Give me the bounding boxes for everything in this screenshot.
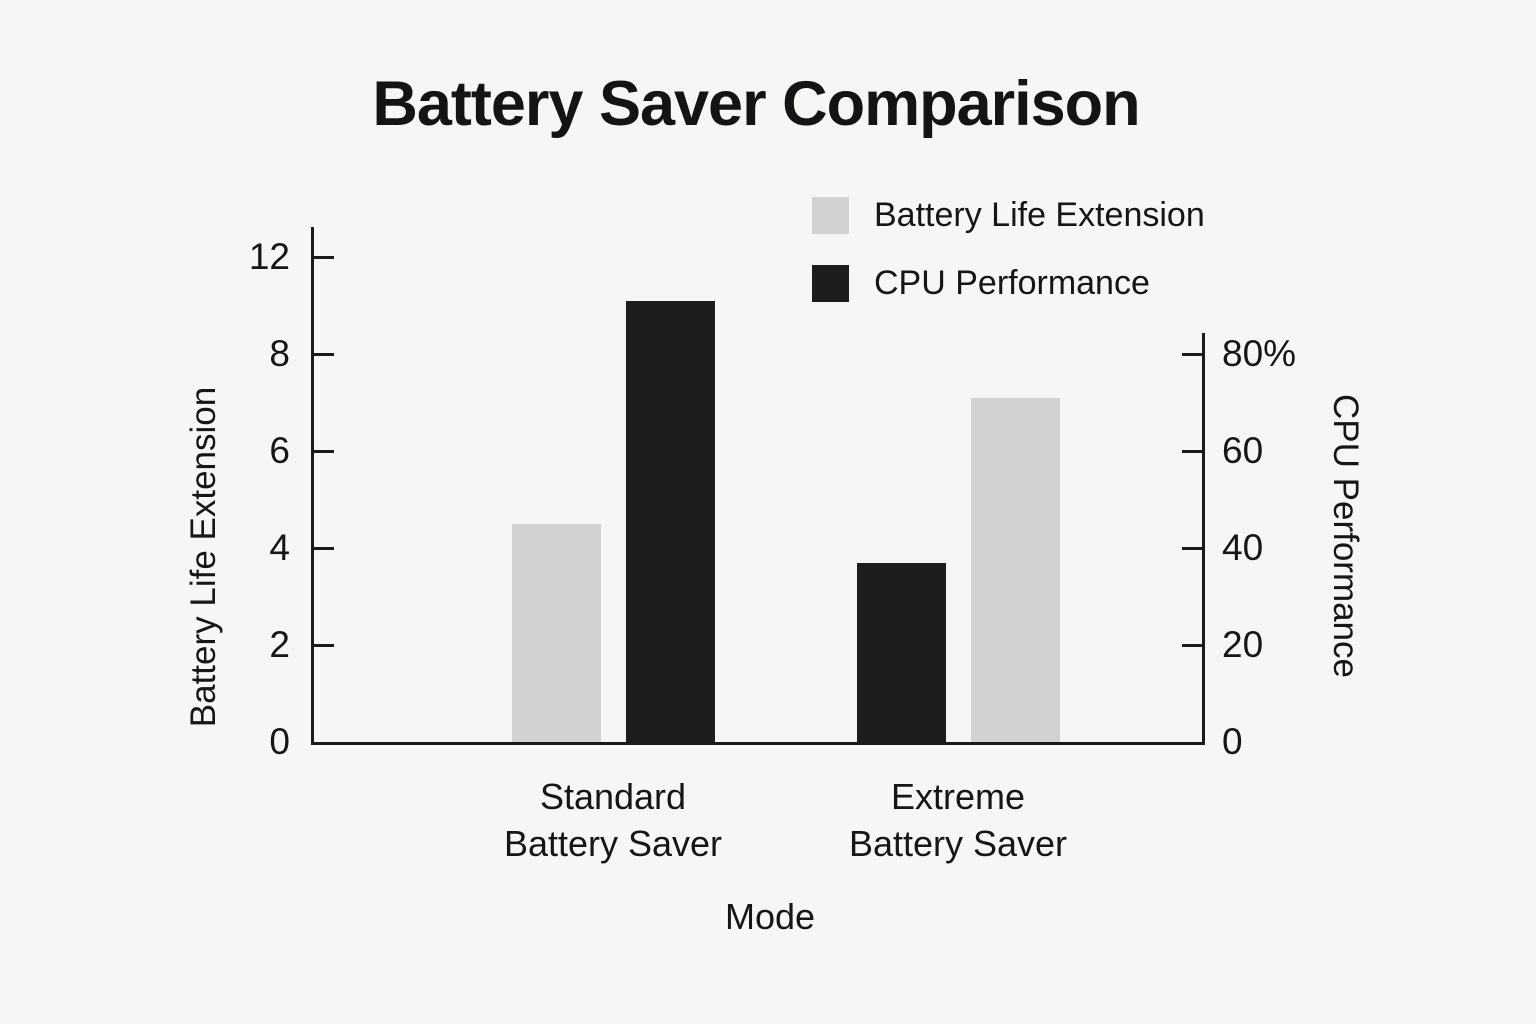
x-axis-line: [311, 742, 1205, 745]
left-axis-tick-label: 0: [269, 721, 290, 762]
category-label-line: Battery Saver: [848, 823, 1068, 864]
right-axis-line: [1202, 333, 1205, 745]
left-axis-tick-mark: [314, 450, 334, 453]
right-axis-tick-label: 0: [1222, 721, 1243, 762]
left-axis-tick-label: 8: [269, 333, 290, 374]
left-axis-tick-mark: [314, 353, 334, 356]
legend-item-cpu-performance: CPU Performance: [812, 265, 1205, 302]
legend-swatch-cpu-performance: [812, 265, 849, 302]
left-axis-tick-label: 2: [269, 624, 290, 665]
right-axis-tick-mark: [1182, 644, 1202, 647]
left-axis-tick-mark: [314, 256, 334, 259]
right-axis-tick-mark: [1182, 353, 1202, 356]
right-axis-tick-label: 60: [1222, 430, 1264, 471]
legend-label-battery-life-extension: Battery Life Extension: [874, 196, 1205, 234]
category-label-extreme-battery-saver: Extreme Battery Saver: [758, 773, 1158, 867]
left-axis-line: [311, 227, 314, 745]
category-label-line: Standard: [539, 776, 687, 817]
left-axis-tick-label: 4: [269, 527, 290, 568]
bar-cpu-performance-standard-battery-saver: [626, 301, 715, 742]
category-label-line: Battery Saver: [503, 823, 723, 864]
category-label-standard-battery-saver: Standard Battery Saver: [413, 773, 813, 867]
right-axis-tick-label: 80%: [1222, 333, 1297, 374]
legend-label-cpu-performance: CPU Performance: [874, 264, 1150, 302]
right-axis-tick-label: 20: [1222, 624, 1264, 665]
legend: Battery Life Extension CPU Performance: [812, 197, 1205, 333]
left-axis-tick-label: 6: [269, 430, 290, 471]
left-axis-tick-mark: [314, 644, 334, 647]
right-axis-tick-label: 40: [1222, 527, 1264, 568]
right-axis-tick-mark: [1182, 547, 1202, 550]
legend-item-battery-life-extension: Battery Life Extension: [812, 197, 1205, 234]
legend-swatch-battery-life-extension: [812, 197, 849, 234]
left-axis-tick-mark: [314, 547, 334, 550]
chart-title: Battery Saver Comparison: [372, 69, 1140, 139]
left-axis-tick-label: 12: [248, 236, 290, 277]
bar-battery-life-extension-extreme-battery-saver: [971, 398, 1060, 742]
right-axis-tick-mark: [1182, 450, 1202, 453]
bar-cpu-performance-extreme-battery-saver: [857, 563, 946, 742]
right-axis-title: CPU Performance: [1326, 394, 1365, 678]
category-label-line: Extreme: [890, 776, 1026, 817]
left-axis-title: Battery Life Extension: [184, 386, 223, 728]
x-axis-title: Mode: [724, 896, 816, 937]
bar-battery-life-extension-standard-battery-saver: [512, 524, 601, 742]
